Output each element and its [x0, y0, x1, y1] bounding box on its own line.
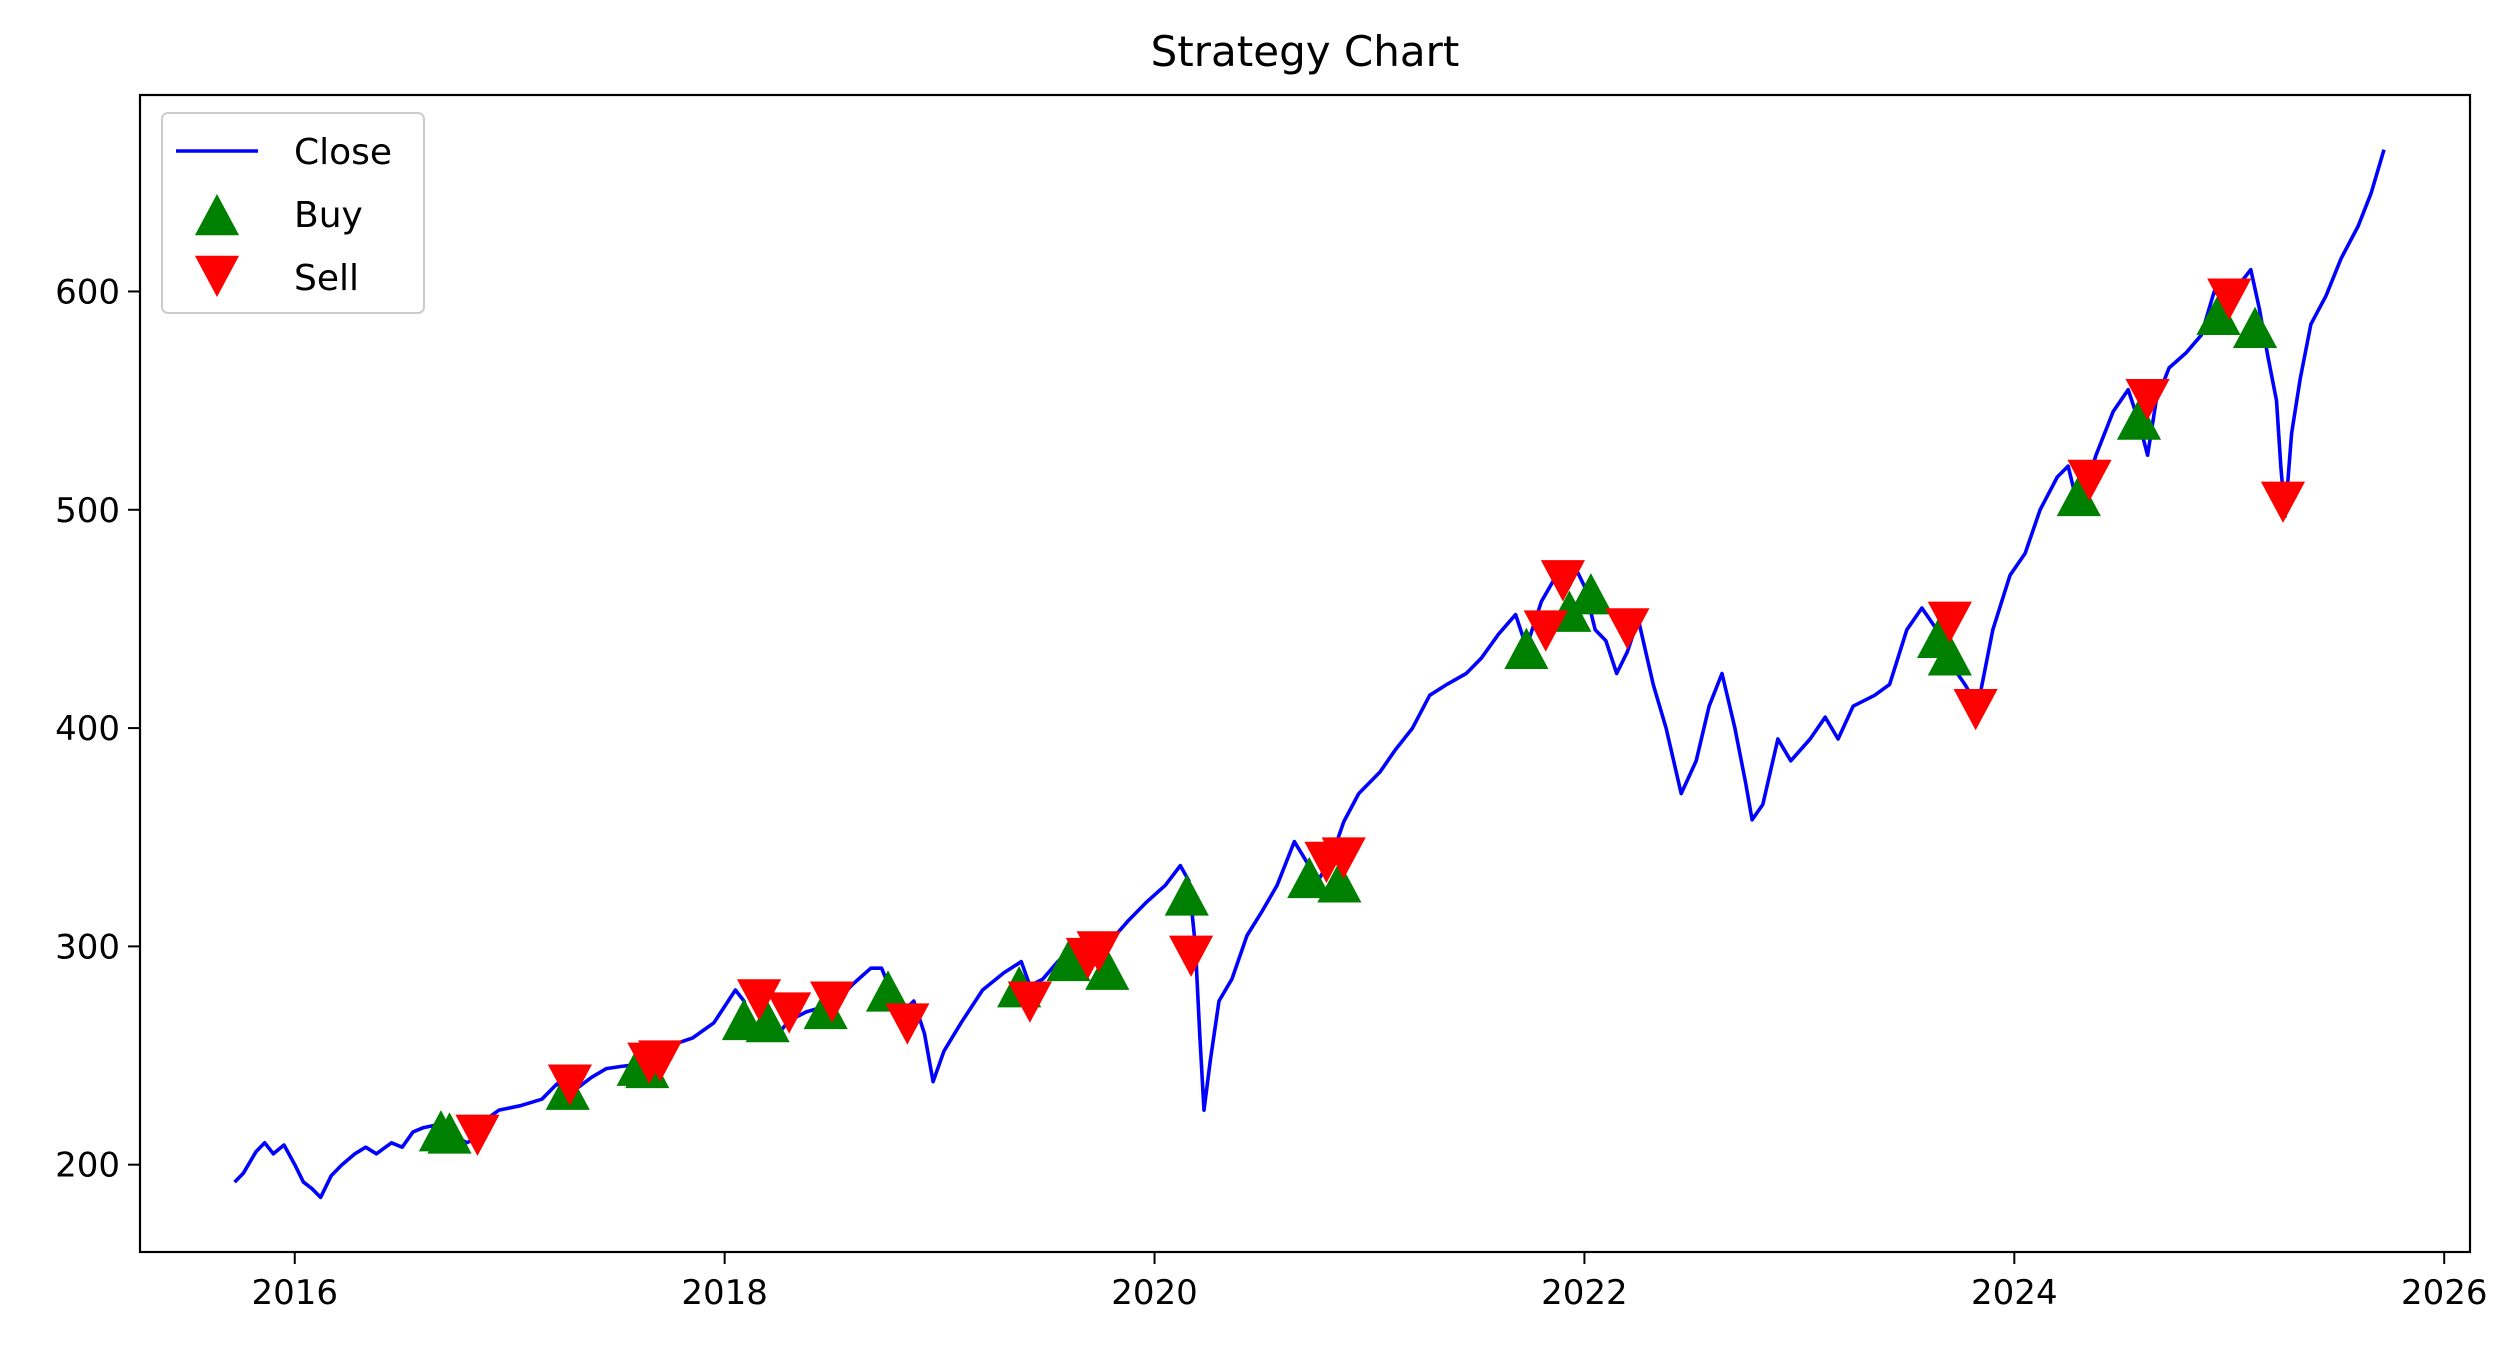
sell-marker: [1605, 608, 1650, 650]
buy-marker: [1504, 627, 1549, 669]
sell-marker: [1927, 601, 1972, 643]
chart-title: Strategy Chart: [1151, 27, 1460, 76]
legend-label-buy: Buy: [294, 195, 363, 236]
x-tick-label: 2020: [1111, 1273, 1198, 1313]
y-tick-label: 300: [55, 927, 120, 967]
sell-marker: [767, 992, 812, 1034]
sell-marker: [547, 1064, 592, 1106]
buy-marker: [2232, 306, 2278, 349]
plot-area: [233, 149, 2386, 1200]
legend-label-sell: Sell: [294, 258, 359, 299]
y-tick-label: 600: [55, 272, 120, 312]
close-series-line: [233, 149, 2386, 1200]
buy-marker: [1287, 856, 1332, 899]
y-tick-label: 500: [55, 491, 120, 531]
buy-marker: [427, 1112, 472, 1154]
legend: Close Buy Sell: [161, 112, 425, 314]
buy-marker: [2056, 474, 2101, 517]
x-tick-label: 2022: [1541, 1273, 1628, 1313]
sell-marker: [1007, 981, 1052, 1023]
buy-marker: [1164, 874, 1209, 916]
legend-buy-swatch: [194, 194, 240, 236]
sell-marker: [2125, 378, 2170, 421]
sell-marker: [1523, 610, 1568, 652]
sell-marker: [638, 1040, 683, 1082]
sell-marker: [1168, 935, 1214, 977]
buy-marker: [1085, 948, 1130, 990]
sell-marker: [1953, 688, 1998, 731]
plot-frame: [138, 93, 2472, 1254]
legend-sell-swatch: [194, 255, 240, 297]
sell-marker: [2207, 278, 2252, 320]
buy-marker: [865, 970, 911, 1012]
buy-marker: [2196, 293, 2241, 335]
x-tick-label: 2018: [681, 1273, 768, 1313]
x-tick-label: 2026: [2401, 1273, 2488, 1313]
buy-marker: [1568, 573, 1613, 615]
sell-marker: [2260, 481, 2306, 523]
sell-marker: [2067, 459, 2112, 502]
y-axis: 200 300 400 500 600: [55, 272, 140, 1186]
sell-marker: [885, 1003, 930, 1045]
y-tick-label: 200: [55, 1146, 120, 1186]
buy-marker: [745, 1000, 790, 1043]
buy-marker: [1927, 634, 1972, 676]
sell-marker: [810, 981, 855, 1023]
legend-label-close: Close: [294, 132, 392, 173]
buy-marker: [1317, 861, 1362, 903]
sell-marker: [736, 979, 782, 1021]
y-tick-label: 400: [55, 709, 120, 749]
buy-marker: [2116, 398, 2162, 440]
x-axis: 2016 2018 2020 2022 2024 2026: [251, 1252, 2487, 1313]
x-tick-label: 2016: [251, 1273, 338, 1313]
sell-marker: [1540, 560, 1586, 602]
sell-marker: [455, 1114, 500, 1156]
x-tick-label: 2024: [1971, 1273, 2058, 1313]
sell-marker: [1321, 837, 1366, 879]
sell-marker: [1076, 931, 1121, 973]
buy-marker: [1046, 939, 1091, 982]
